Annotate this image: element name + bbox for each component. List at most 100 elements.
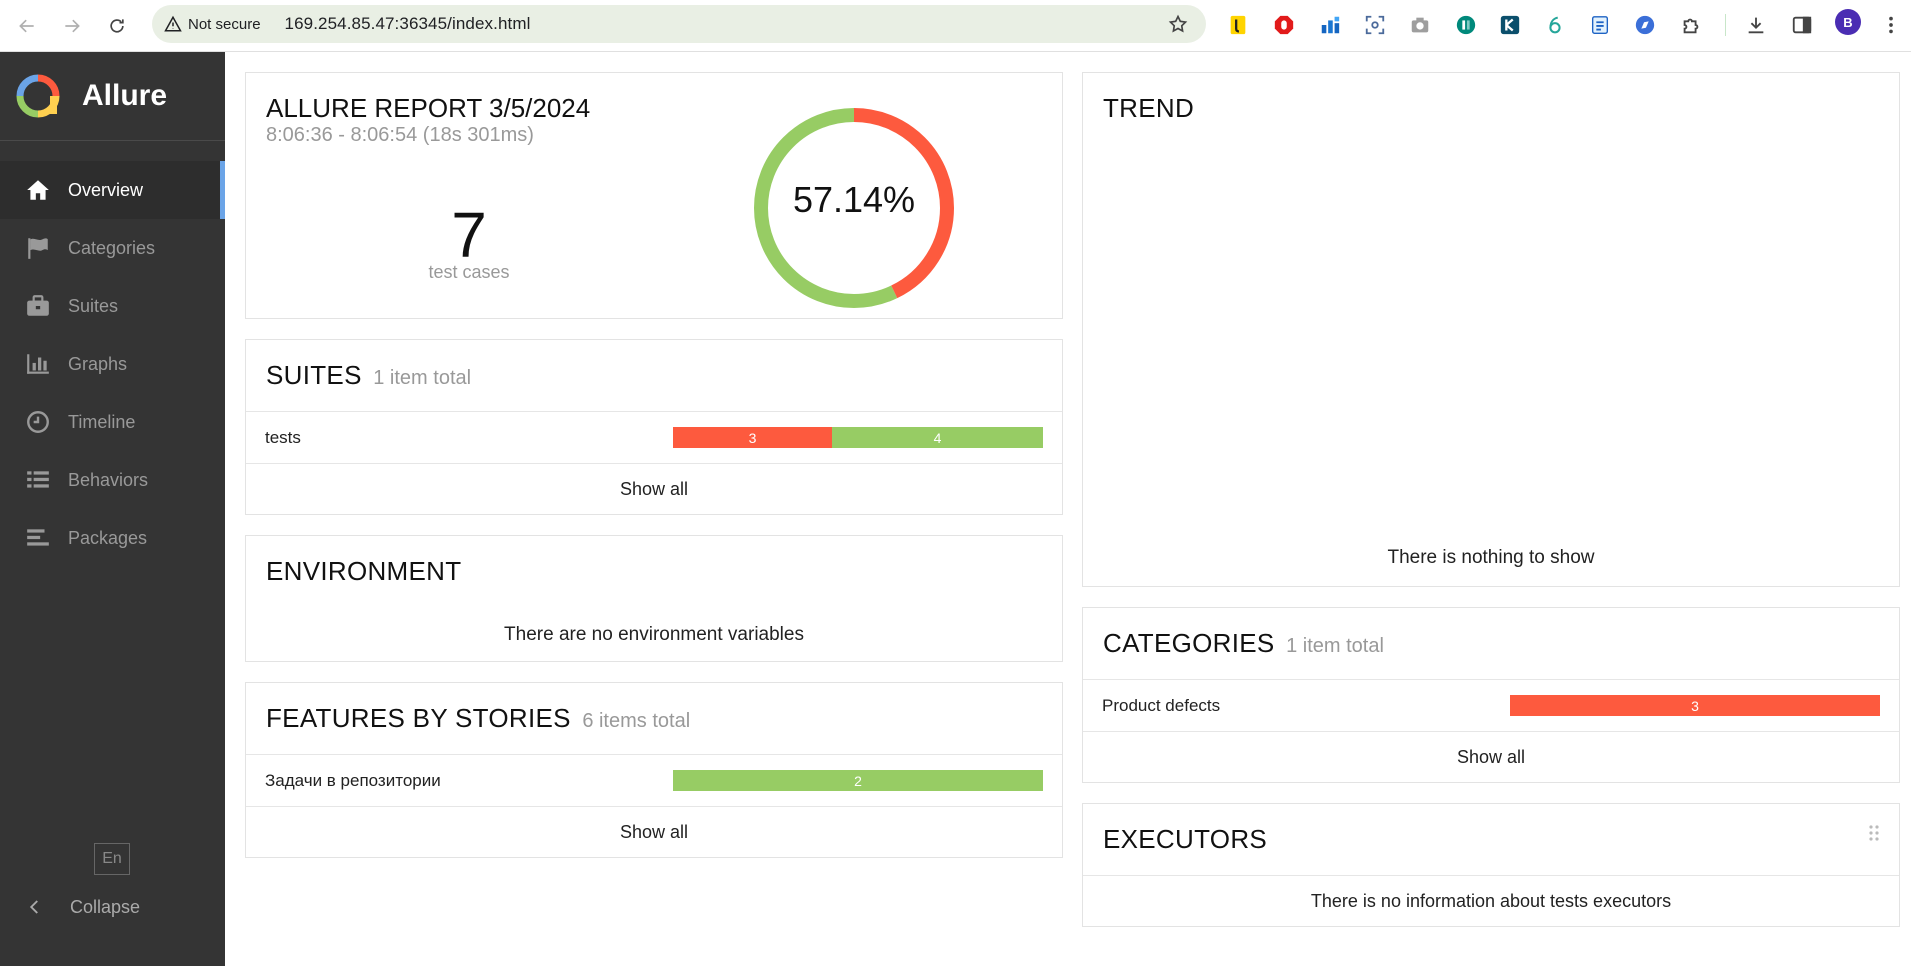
extension-doc-icon[interactable] [1587,12,1613,38]
arrow-left-icon [19,19,34,33]
report-time-range: 8:06:36 - 8:06:54 (18s 301ms) [266,124,534,146]
status-bar[interactable]: 3 4 [673,427,1043,448]
warning-icon [164,15,182,32]
categories-subtitle: 1 item total [1286,635,1384,657]
environment-title: ENVIRONMENT [266,556,462,586]
side-panel-icon[interactable] [1789,12,1815,38]
list-icon [24,466,52,494]
pass-rate-label: 57.14% [792,179,916,220]
address-bar[interactable]: Not secure 169.254.85.47:36345/index.htm… [152,5,1206,43]
allure-logo-icon [16,74,60,118]
status-bar[interactable]: 3 [1510,695,1880,716]
features-title-text: FEATURES BY STORIES [266,703,571,733]
sidebar-item-packages[interactable]: Packages [0,509,225,567]
language-switcher[interactable]: En [94,843,130,875]
more-menu-icon[interactable] [1878,12,1904,38]
status-bar[interactable]: 2 [673,770,1043,791]
sidebar-item-overview[interactable]: Overview [0,161,225,219]
environment-widget: ENVIRONMENT There are no environment var… [245,535,1063,662]
categories-show-all[interactable]: Show all [1083,731,1899,783]
sidebar-item-label: Graphs [68,353,128,374]
sidebar-item-timeline[interactable]: Timeline [0,393,225,451]
summary-widget: ALLURE REPORT 3/5/2024 8:06:36 - 8:06:54… [245,72,1063,319]
features-subtitle: 6 items total [582,710,691,732]
suites-show-all[interactable]: Show all [246,463,1062,515]
browser-toolbar: Not secure 169.254.85.47:36345/index.htm… [0,0,1911,52]
home-icon [24,176,52,204]
security-chip[interactable]: Not secure [164,15,271,33]
extensions-puzzle-icon[interactable] [1678,12,1704,38]
trend-empty-message: There is nothing to show [1387,547,1595,568]
sidebar-item-behaviors[interactable]: Behaviors [0,451,225,509]
failed-segment[interactable]: 3 [1510,695,1880,716]
suite-name: tests [265,427,301,447]
suites-subtitle: 1 item total [373,367,472,389]
executors-widget: EXECUTORS There is no information about … [1082,803,1900,927]
table-row[interactable]: Задачи в репозитории 2 [246,754,1062,806]
back-button[interactable] [11,10,43,42]
reload-icon [110,19,124,33]
features-show-all[interactable]: Show all [246,806,1062,858]
report-title: ALLURE REPORT 3/5/2024 [266,93,591,123]
bar-chart-icon [24,350,52,378]
sidebar-item-label: Categories [68,237,156,258]
toolbar-divider [1725,14,1726,36]
reload-button[interactable] [101,10,133,42]
brand[interactable]: Allure [0,52,225,141]
sidebar-item-graphs[interactable]: Graphs [0,335,225,393]
drag-handle-icon[interactable] [1867,824,1881,842]
category-name: Product defects [1102,695,1221,715]
categories-title: CATEGORIES 1 item total [1103,628,1384,659]
sidebar-item-label: Suites [68,295,119,316]
brand-name: Allure [82,79,168,112]
collapse-button[interactable]: Collapse [0,882,225,932]
bookmark-star-icon[interactable] [1168,14,1188,34]
extension-stop-icon[interactable] [1271,12,1297,38]
clock-icon [24,408,52,436]
extension-teal-circle-icon[interactable] [1453,12,1479,38]
executors-title: EXECUTORS [1103,824,1268,854]
sidebar-item-categories[interactable]: Categories [0,219,225,277]
extension-compass-icon[interactable] [1632,12,1658,38]
forward-button[interactable] [56,10,88,42]
donut-failed-arc [754,108,954,308]
executors-empty-message: There is no information about tests exec… [1310,891,1672,911]
table-row[interactable]: Product defects 3 [1083,679,1899,731]
sidebar-item-label: Behaviors [68,469,149,490]
categories-title-text: CATEGORIES [1103,628,1275,658]
extension-scan-icon[interactable] [1362,12,1388,38]
extension-six-icon[interactable] [1542,12,1568,38]
trend-title: TREND [1103,93,1195,123]
test-case-count-label: test cases [428,262,510,282]
download-icon[interactable] [1743,12,1769,38]
align-left-icon [24,524,52,552]
categories-widget: CATEGORIES 1 item total Product defects … [1082,607,1900,783]
sidebar-item-suites[interactable]: Suites [0,277,225,335]
extension-k-icon[interactable] [1497,12,1523,38]
features-title: FEATURES BY STORIES 6 items total [266,703,690,734]
flag-icon [24,234,52,262]
passed-segment[interactable]: 2 [673,770,1043,791]
chevron-left-icon [29,900,38,914]
failed-segment[interactable]: 3 [673,427,832,448]
features-widget: FEATURES BY STORIES 6 items total Задачи… [245,682,1063,858]
test-case-count: 7 [451,199,487,271]
sidebar: Allure Overview Categories Suites Graphs [0,52,225,966]
executors-empty-row: There is no information about tests exec… [1083,875,1899,927]
camera-icon[interactable] [1407,12,1433,38]
url-text[interactable]: 169.254.85.47:36345/index.html [284,14,531,33]
extension-yellow-icon[interactable] [1225,12,1251,38]
passed-segment[interactable]: 4 [832,427,1043,448]
suites-widget: SUITES 1 item total tests 3 4 Show all [245,339,1063,515]
sidebar-menu: Overview Categories Suites Graphs Timeli… [0,161,225,567]
table-row[interactable]: tests 3 4 [246,411,1062,463]
suites-title: SUITES 1 item total [266,360,471,391]
extension-blocks-icon[interactable] [1317,12,1343,38]
sidebar-item-label: Overview [68,179,144,200]
pass-rate-donut[interactable] [749,103,959,313]
profile-avatar[interactable]: B [1835,9,1861,35]
feature-name: Задачи в репозитории [265,770,441,790]
sidebar-item-label: Timeline [68,411,136,432]
suites-title-text: SUITES [266,360,362,390]
sidebar-item-label: Packages [68,527,148,548]
